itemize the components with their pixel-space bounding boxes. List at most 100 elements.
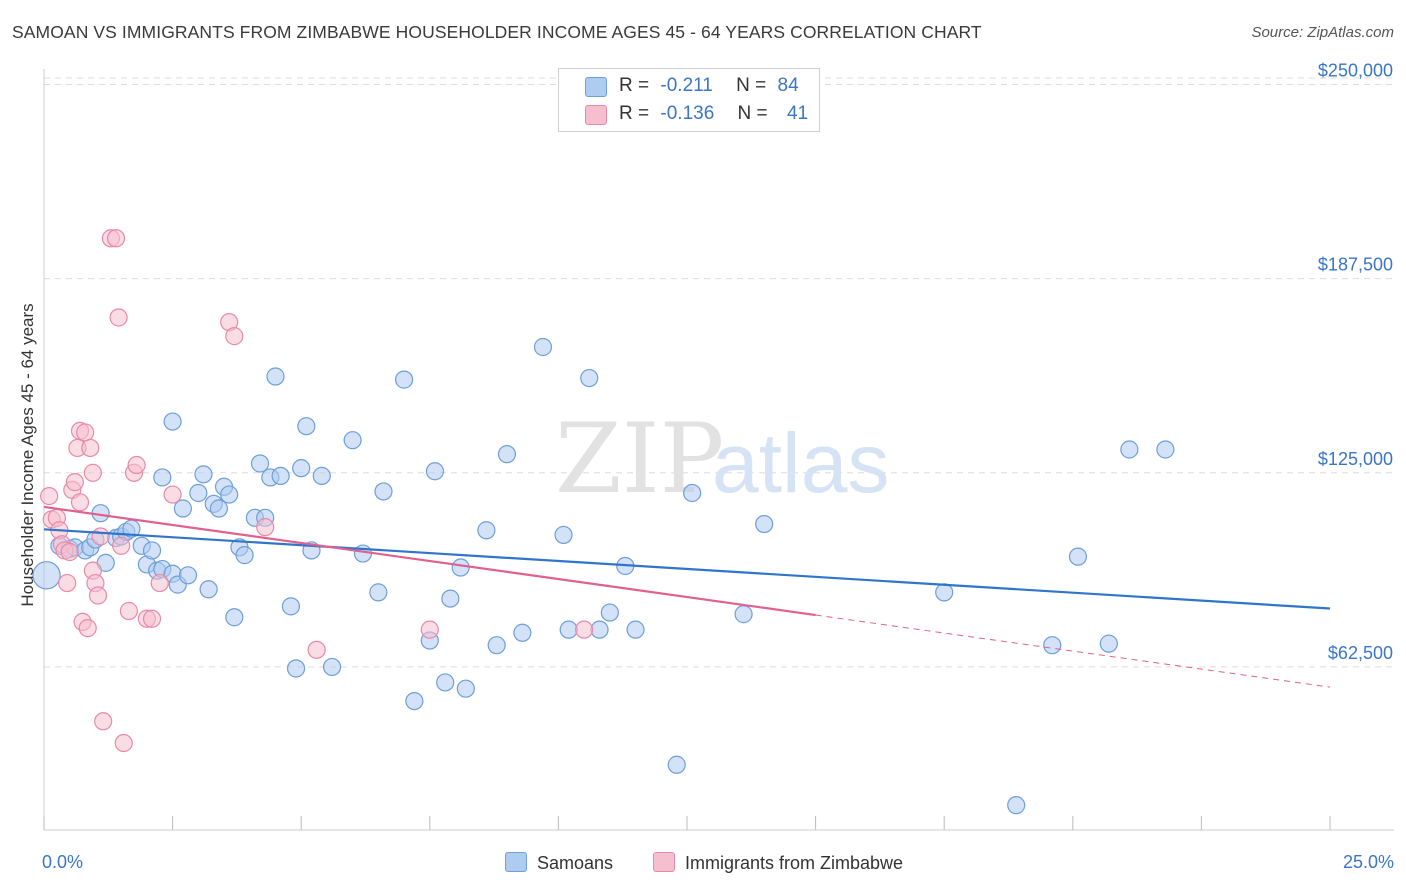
data-point-samoans	[297, 417, 316, 436]
bottom-legend-zimbabwe[interactable]: Immigrants from Zimbabwe	[653, 852, 903, 874]
data-point-samoans	[590, 620, 609, 639]
data-point-zimbabwe	[106, 229, 126, 248]
data-point-zimbabwe	[83, 463, 102, 482]
data-point-samoans	[374, 482, 393, 501]
data-point-zimbabwe	[94, 712, 113, 731]
data-point-zimbabwe	[70, 493, 90, 512]
data-point-samoans	[199, 580, 218, 599]
trend-line-zimbabwe-extrapolated	[815, 614, 1331, 688]
legend-swatch-samoans	[585, 77, 607, 97]
data-point-samoans	[626, 620, 645, 639]
data-point-samoans	[281, 597, 301, 616]
data-point-zimbabwe	[76, 423, 95, 442]
data-point-samoans	[1120, 440, 1139, 459]
r-value: -0.211	[660, 75, 713, 96]
data-point-samoans	[1156, 440, 1175, 459]
data-point-samoans	[209, 499, 228, 518]
y-tick-label: $62,500	[1328, 643, 1393, 663]
data-point-zimbabwe	[142, 609, 162, 628]
data-point-samoans	[600, 603, 619, 622]
data-point-samoans	[173, 499, 192, 518]
data-point-samoans	[497, 445, 517, 464]
data-point-samoans	[441, 589, 460, 608]
data-point-zimbabwe	[114, 733, 133, 753]
trend-lines	[43, 505, 1331, 688]
data-point-samoans	[513, 623, 532, 642]
data-point-samoans	[322, 657, 342, 677]
data-point-samoans	[250, 454, 270, 473]
y-axis-label: Householder Income Ages 45 - 64 years	[18, 303, 37, 607]
data-point-samoans	[683, 483, 702, 503]
data-point-zimbabwe	[150, 573, 169, 593]
trend-line-samoans	[43, 528, 1331, 610]
correlation-legend: R = -0.211 N = 84 R = -0.136 N = 41	[558, 68, 820, 132]
data-point-samoans	[235, 546, 254, 565]
data-point-zimbabwe	[225, 327, 244, 346]
data-point-zimbabwe	[256, 518, 275, 537]
data-point-samoans	[194, 465, 213, 484]
data-point-samoans	[142, 541, 162, 560]
legend-text-samoans: R = -0.211 N = 84	[619, 75, 799, 97]
data-point-zimbabwe	[112, 536, 131, 555]
data-point-samoans	[312, 466, 331, 486]
data-point-zimbabwe	[65, 473, 84, 492]
data-point-zimbabwe	[119, 601, 138, 621]
data-point-samoans	[1007, 796, 1026, 815]
y-tick-labels: $62,500 $125,000 $187,500 $250,000	[1318, 61, 1393, 663]
data-point-samoans	[1043, 636, 1062, 655]
watermark-atlas: atlas	[712, 416, 889, 510]
x-tick-max: 25.0%	[1342, 852, 1394, 872]
data-point-zimbabwe	[127, 455, 146, 475]
data-point-samoans	[189, 483, 208, 503]
data-point-samoans	[394, 370, 414, 389]
trend-line-zimbabwe	[43, 505, 816, 617]
data-point-samoans	[153, 468, 172, 487]
data-point-samoans	[405, 691, 424, 711]
series-zimbabwe	[40, 229, 594, 753]
data-point-samoans	[755, 514, 774, 534]
data-point-zimbabwe	[91, 527, 110, 546]
data-point-samoans	[178, 566, 198, 585]
r-label: R =	[619, 75, 650, 96]
data-point-zimbabwe	[163, 485, 182, 504]
data-point-zimbabwe	[60, 542, 79, 562]
data-point-zimbabwe	[78, 619, 97, 638]
watermark: ZIP atlas	[555, 403, 889, 515]
n-value: 84	[777, 75, 799, 96]
data-point-samoans	[734, 605, 753, 624]
data-point-samoans	[425, 462, 445, 481]
legend-text-zimbabwe: R = -0.136 N = 41	[619, 103, 808, 125]
data-point-samoans	[487, 636, 506, 655]
y-tick-label: $125,000	[1318, 449, 1393, 469]
data-point-samoans	[477, 521, 496, 540]
data-point-samoans	[451, 558, 470, 577]
data-point-samoans	[935, 583, 954, 602]
data-point-samoans	[271, 466, 290, 486]
bottom-legend-samoans[interactable]: Samoans	[505, 852, 613, 874]
r-label: R =	[619, 103, 650, 124]
data-point-samoans	[1099, 634, 1118, 653]
source-label: Source: ZipAtlas.com	[1251, 24, 1394, 41]
legend-swatch-zimbabwe	[585, 105, 607, 125]
n-value: 41	[786, 103, 809, 124]
data-point-zimbabwe	[81, 438, 100, 458]
data-point-samoans	[1068, 547, 1088, 566]
r-value: -0.136	[660, 103, 715, 124]
bottom-legend-label: Samoans	[537, 853, 614, 873]
x-tick-min: 0.0%	[42, 852, 84, 872]
data-point-samoans	[220, 485, 239, 504]
data-point-samoans	[343, 431, 362, 450]
series-samoans	[32, 337, 1175, 815]
data-point-samoans	[533, 337, 553, 357]
data-point-samoans	[266, 367, 285, 386]
data-point-samoans	[436, 673, 455, 692]
data-point-samoans	[559, 620, 578, 639]
data-point-samoans	[554, 525, 573, 545]
data-point-samoans	[292, 459, 311, 478]
bottom-legend-label: Immigrants from Zimbabwe	[685, 853, 904, 873]
grid-lines	[44, 77, 1394, 668]
data-point-samoans	[163, 412, 182, 431]
data-point-zimbabwe	[575, 620, 594, 639]
data-point-zimbabwe	[307, 640, 326, 659]
